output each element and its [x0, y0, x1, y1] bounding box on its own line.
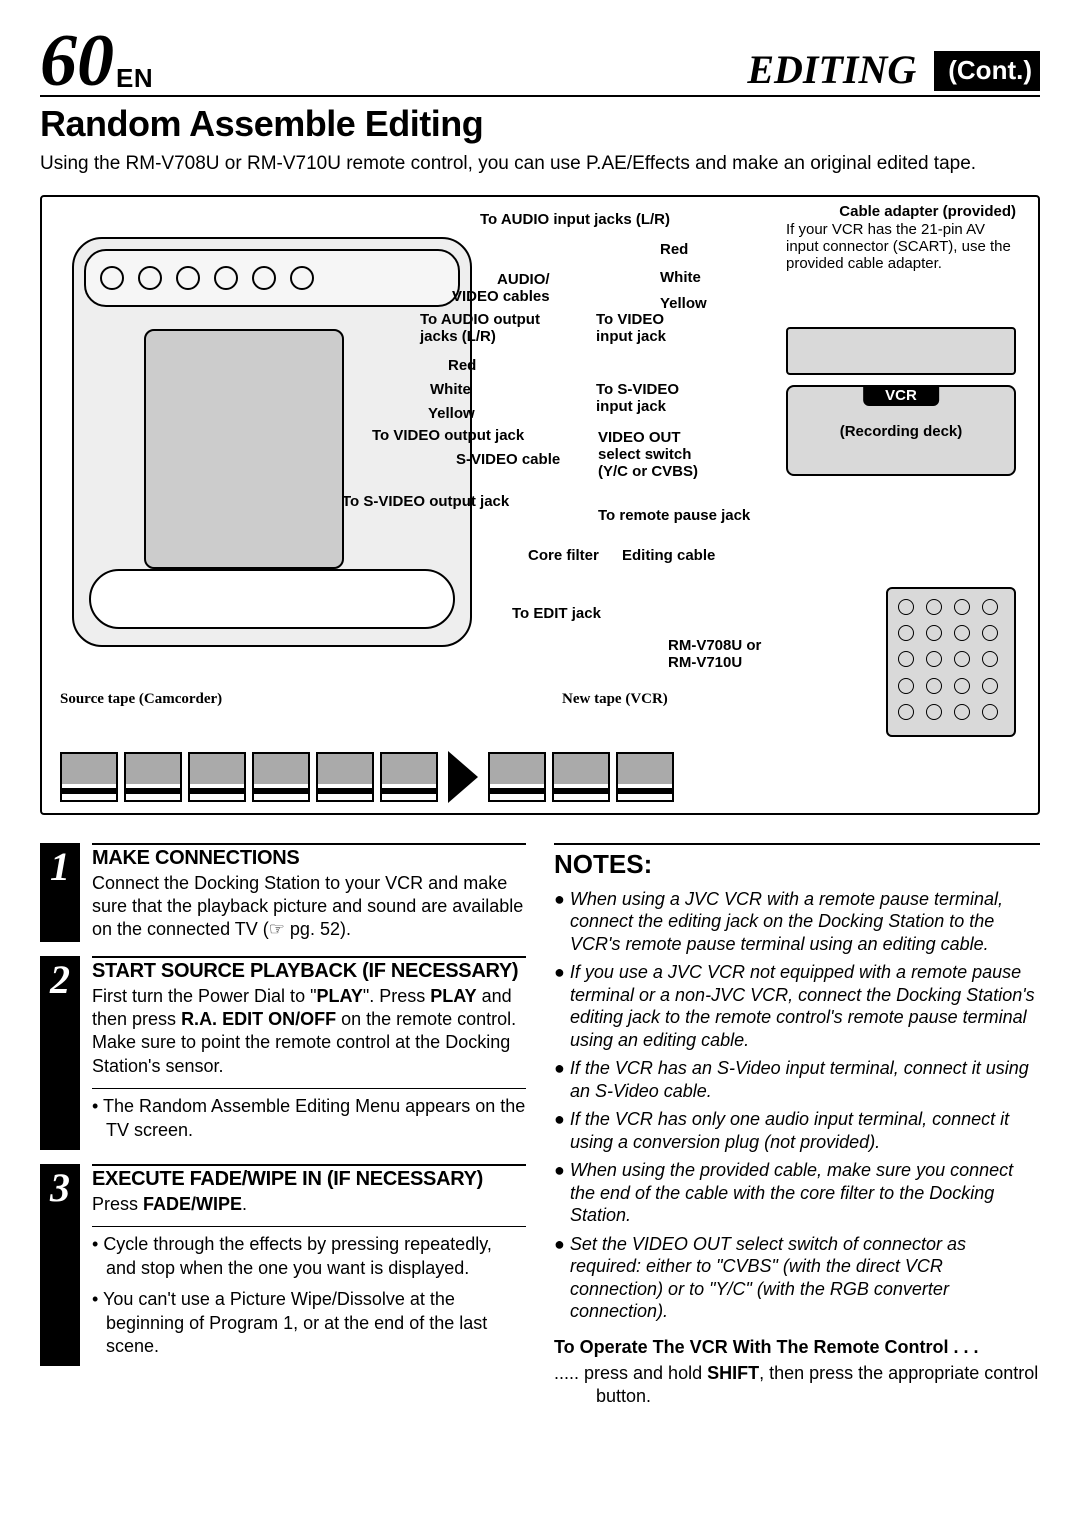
step-bullet: You can't use a Picture Wipe/Dissolve at…	[92, 1288, 526, 1358]
label-white: White	[660, 269, 701, 286]
tape-frame	[252, 752, 310, 802]
step-body: START SOURCE PLAYBACK (IF NECESSARY)Firs…	[92, 956, 526, 1150]
label-audio-in: To AUDIO input jacks (L/R)	[480, 211, 670, 228]
label-cable-adapter-title: Cable adapter (provided)	[839, 203, 1016, 220]
tape-sequence	[60, 751, 1020, 803]
step-body: EXECUTE FADE/WIPE IN (IF NECESSARY)Press…	[92, 1164, 526, 1366]
notes-list: When using a JVC VCR with a remote pause…	[554, 888, 1040, 1323]
label-cable-adapter-text: If your VCR has the 21-pin AV input conn…	[786, 221, 1016, 273]
arrow-icon	[448, 751, 478, 803]
label-remote-pause: To remote pause jack	[598, 507, 750, 524]
instruction-columns: 1MAKE CONNECTIONSConnect the Docking Sta…	[40, 843, 1040, 1409]
note-item: If the VCR has only one audio input term…	[554, 1108, 1040, 1153]
vcr-figure: VCR (Recording deck)	[786, 385, 1016, 476]
step-bullets: The Random Assemble Editing Menu appears…	[92, 1088, 526, 1142]
vcr-subtitle: (Recording deck)	[798, 423, 1004, 440]
notes-heading: NOTES:	[554, 843, 1040, 880]
docking-base	[89, 569, 455, 629]
label-white2: White	[430, 381, 471, 398]
tape-frame	[316, 752, 374, 802]
label-source: Source tape (Camcorder)	[60, 691, 222, 708]
connection-diagram: To AUDIO input jacks (L/R) Cable adapter…	[40, 195, 1040, 815]
vcr-operate-text: ..... press and hold SHIFT, then press t…	[554, 1362, 1040, 1409]
label-editing-cable: Editing cable	[622, 547, 715, 564]
step-bullets: Cycle through the effects by pressing re…	[92, 1226, 526, 1358]
tape-frame	[60, 752, 118, 802]
page-lang: EN	[116, 67, 153, 89]
step-bullet: The Random Assemble Editing Menu appears…	[92, 1095, 526, 1142]
tape-frame	[552, 752, 610, 802]
tape-frame	[380, 752, 438, 802]
camcorder-top-ports	[84, 249, 460, 307]
page-header: 60 EN EDITING (Cont.)	[40, 30, 1040, 97]
camcorder-body	[144, 329, 344, 569]
tape-frame	[616, 752, 674, 802]
tape-frame	[488, 752, 546, 802]
note-item: When using a JVC VCR with a remote pause…	[554, 888, 1040, 956]
step-title: EXECUTE FADE/WIPE IN (IF NECESSARY)	[92, 1164, 526, 1191]
note-item: When using the provided cable, make sure…	[554, 1159, 1040, 1227]
note-item: If you use a JVC VCR not equipped with a…	[554, 961, 1040, 1051]
vcr-title: VCR	[863, 385, 939, 406]
section-title: Random Assemble Editing	[40, 103, 1040, 145]
label-audio-out: To AUDIO output jacks (L/R)	[420, 311, 540, 346]
step-number: 1	[40, 843, 80, 942]
step: 3EXECUTE FADE/WIPE IN (IF NECESSARY)Pres…	[40, 1164, 526, 1366]
remote-figure	[886, 587, 1016, 737]
label-red2: Red	[448, 357, 476, 374]
vcr-operate-title: To Operate The VCR With The Remote Contr…	[554, 1337, 1040, 1358]
step-number: 2	[40, 956, 80, 1150]
note-item: If the VCR has an S-Video input terminal…	[554, 1057, 1040, 1102]
right-column: NOTES: When using a JVC VCR with a remot…	[554, 843, 1040, 1409]
label-video-out: To VIDEO output jack	[372, 427, 524, 444]
step-text: Press FADE/WIPE.	[92, 1193, 526, 1216]
step: 2START SOURCE PLAYBACK (IF NECESSARY)Fir…	[40, 956, 526, 1150]
step-title: MAKE CONNECTIONS	[92, 843, 526, 870]
label-edit-jack: To EDIT jack	[512, 605, 601, 622]
label-svideo-out: To S-VIDEO output jack	[342, 493, 509, 510]
label-video-out-switch: VIDEO OUT select switch (Y/C or CVBS)	[598, 429, 698, 481]
label-yellow: Yellow	[660, 295, 707, 312]
tape-frame	[124, 752, 182, 802]
step-number: 3	[40, 1164, 80, 1366]
label-remote-model: RM-V708U or RM-V710U	[668, 637, 761, 672]
intro-text: Using the RM-V708U or RM-V710U remote co…	[40, 151, 1040, 177]
chapter-name: EDITING	[747, 47, 916, 92]
label-core-filter: Core filter	[528, 547, 599, 564]
note-item: Set the VIDEO OUT select switch of conne…	[554, 1233, 1040, 1323]
page-number: 60 EN	[40, 30, 153, 93]
cable-adapter-figure	[786, 327, 1016, 375]
step-title: START SOURCE PLAYBACK (IF NECESSARY)	[92, 956, 526, 983]
label-svideo-cable: S-VIDEO cable	[456, 451, 560, 468]
step: 1MAKE CONNECTIONSConnect the Docking Sta…	[40, 843, 526, 942]
label-new-tape: New tape (VCR)	[562, 691, 668, 708]
label-red: Red	[660, 241, 688, 258]
label-yellow2: Yellow	[428, 405, 475, 422]
step-text: Connect the Docking Station to your VCR …	[92, 872, 526, 942]
label-svideo-in: To S-VIDEO input jack	[596, 381, 679, 416]
left-column: 1MAKE CONNECTIONSConnect the Docking Sta…	[40, 843, 526, 1381]
step-bullet: Cycle through the effects by pressing re…	[92, 1233, 526, 1280]
chapter-cont: (Cont.)	[934, 51, 1040, 91]
label-video-in: To VIDEO input jack	[596, 311, 666, 346]
chapter-title: EDITING (Cont.)	[747, 46, 1040, 93]
step-text: First turn the Power Dial to "PLAY". Pre…	[92, 985, 526, 1079]
page-number-value: 60	[40, 30, 114, 93]
label-av-cables: AUDIO/ VIDEO cables	[452, 271, 550, 306]
tape-frame	[188, 752, 246, 802]
step-body: MAKE CONNECTIONSConnect the Docking Stat…	[92, 843, 526, 942]
